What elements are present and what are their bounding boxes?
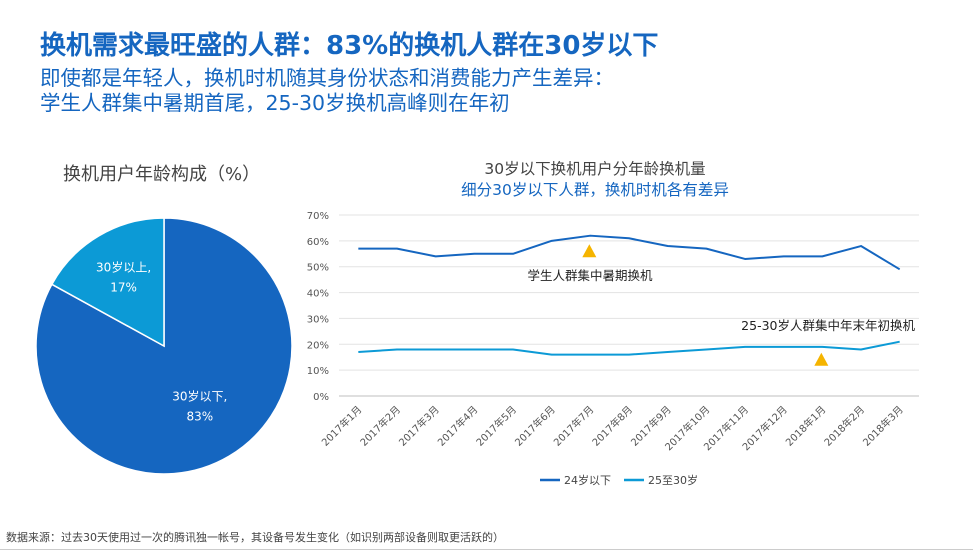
line-chart-subtitle: 细分30岁以下人群，换机时机各有差异: [461, 181, 729, 199]
y-tick-label: 30%: [307, 314, 329, 325]
x-tick-label: 2017年6月: [512, 403, 558, 449]
pie-slice-value-1: 17%: [110, 281, 137, 295]
legend-label-1: 25至30岁: [648, 473, 698, 487]
annotation-text-summer: 学生人群集中暑期换机: [527, 268, 653, 283]
y-tick-label: 50%: [307, 263, 329, 274]
subtitle-line-2: 学生人群集中暑期首尾，25-30岁换机高峰则在年初: [40, 91, 510, 115]
annotation-marker-summer: [582, 244, 597, 258]
line-chart-title: 30岁以下换机用户分年龄换机量: [484, 160, 706, 178]
y-tick-label: 10%: [307, 366, 329, 377]
series-line-1: [358, 340, 900, 356]
pie-slice-label-1: 30岁以上,: [96, 260, 151, 275]
annotation-marker-newyear: [814, 352, 829, 366]
y-tick-label: 40%: [307, 289, 329, 300]
page-subtitle: 即使都是年轻人，换机时机随其身份状态和消费能力产生差异： 学生人群集中暑期首尾，…: [40, 66, 614, 116]
x-tick-label: 2017年1月: [319, 403, 365, 449]
subtitle-line-1: 即使都是年轻人，换机时机随其身份状态和消费能力产生差异：: [40, 66, 614, 90]
pie-chart-title: 换机用户年龄构成（%）: [63, 164, 261, 185]
annotation-text-newyear: 25-30岁人群集中年末年初换机: [741, 318, 915, 333]
page-title: 换机需求最旺盛的人群：83%的换机人群在30岁以下: [40, 31, 659, 61]
x-tick-label: 2018年2月: [821, 403, 867, 449]
pie-slice-label-0: 30岁以下,: [172, 389, 227, 404]
source-note: 数据来源：过去30天使用过一次的腾讯独一帐号，其设备号发生变化（如识别两部设备则…: [6, 531, 504, 544]
series-line-0: [358, 234, 901, 271]
legend-label-0: 24岁以下: [564, 473, 611, 487]
pie-slice-1: [50, 217, 165, 348]
pie-slice-value-0: 83%: [187, 410, 214, 424]
x-tick-label: 2017年8月: [589, 403, 635, 449]
x-tick-label: 2018年3月: [860, 403, 906, 449]
x-tick-label: 2017年2月: [357, 403, 403, 449]
x-tick-label: 2017年5月: [473, 403, 519, 449]
y-tick-label: 0%: [313, 392, 329, 403]
y-tick-label: 60%: [307, 237, 329, 248]
x-tick-label: 2018年1月: [783, 403, 829, 449]
x-tick-label: 2017年3月: [396, 403, 442, 449]
x-tick-label: 2017年7月: [551, 403, 597, 449]
y-tick-label: 70%: [307, 211, 329, 222]
y-tick-label: 20%: [307, 340, 329, 351]
x-tick-label: 2017年4月: [435, 403, 481, 449]
